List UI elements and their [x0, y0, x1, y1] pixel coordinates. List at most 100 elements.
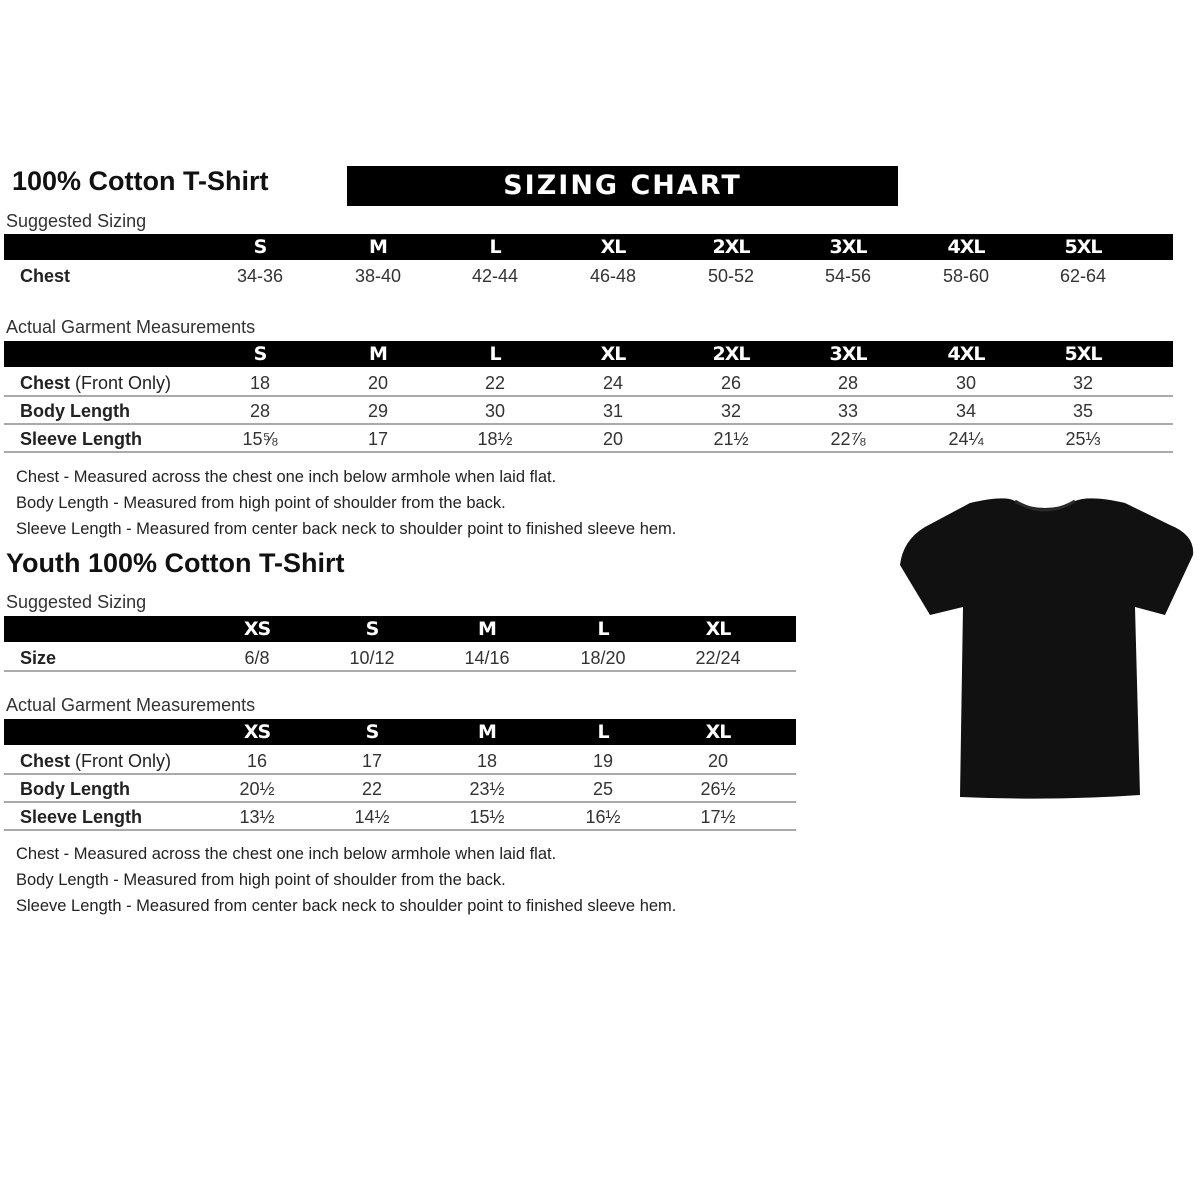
size-header-4xl: 4XL: [947, 236, 986, 258]
table-cell: 21½: [713, 429, 749, 449]
size-header-l: L: [597, 721, 609, 743]
table-cell: 10/12: [349, 648, 395, 668]
size-header-m: M: [369, 343, 388, 365]
table-row: Body Length 20½ 22 23½ 25 26½: [4, 775, 796, 803]
youth-note-body: Body Length - Measured from high point o…: [16, 871, 506, 889]
table-cell: 22⅞: [830, 429, 866, 449]
youth-suggested-label: Suggested Sizing: [6, 592, 147, 612]
size-header-xs: XS: [243, 618, 271, 640]
table-cell: 13½: [239, 807, 275, 827]
row-divider: [4, 670, 796, 672]
table-cell: 38-40: [354, 266, 402, 286]
size-header-l: L: [489, 236, 501, 258]
table-cell: 24: [602, 373, 624, 393]
row-sublabel: (Front Only): [75, 373, 172, 393]
adult-note-chest: Chest - Measured across the chest one in…: [16, 468, 557, 486]
table-cell: 34: [955, 401, 977, 421]
row-label: Body Length: [20, 775, 130, 803]
table-cell: 26: [720, 373, 742, 393]
table-cell: 16½: [585, 807, 621, 827]
row-label-text: Size: [20, 648, 57, 668]
size-header-2xl: 2XL: [712, 343, 751, 365]
table-cell: 58-60: [942, 266, 990, 286]
size-header-m: M: [478, 618, 497, 640]
row-label-text: Chest: [20, 266, 71, 286]
table-cell: 22/24: [695, 648, 741, 668]
row-label: Chest (Front Only): [20, 747, 171, 775]
table-row: Size 6/8 10/12 14/16 18/20 22/24: [4, 644, 796, 672]
table-cell: 22: [484, 373, 506, 393]
table-cell: 18: [476, 751, 498, 771]
youth-note-sleeve: Sleeve Length - Measured from center bac…: [16, 897, 677, 915]
adult-actual-table: S M L XL 2XL 3XL 4XL 5XL Chest (Front Only) 18 20 2…: [4, 341, 1173, 453]
table-cell: 14/16: [464, 648, 510, 668]
table-cell: 20½: [239, 779, 275, 799]
row-divider: [4, 801, 796, 803]
size-header-m: M: [478, 721, 497, 743]
size-header-5xl: 5XL: [1064, 343, 1103, 365]
table-cell: 46-48: [589, 266, 637, 286]
youth-actual-table: XS S M L XL Chest (Front Only) 16 17 18 19 20 Body …: [4, 719, 796, 831]
table-cell: 31: [602, 401, 624, 421]
table-row: Body Length 28 29 30 31 32 33 34 35: [4, 397, 1173, 425]
table-cell: 26½: [700, 779, 736, 799]
table-cell: 30: [955, 373, 977, 393]
table-cell: 25⅓: [1065, 429, 1101, 449]
table-cell: 29: [367, 401, 389, 421]
table-row: Sleeve Length 15⅝ 17 18½ 20 21½ 22⅞ 24¼ 25⅓: [4, 425, 1173, 453]
adult-note-body: Body Length - Measured from high point o…: [16, 494, 506, 512]
row-sublabel: (Front Only): [75, 751, 172, 771]
row-divider: [4, 395, 1173, 397]
table-cell: 14½: [354, 807, 390, 827]
row-label: Chest (Front Only): [20, 369, 171, 397]
table-row: Chest 34-36 38-40 42-44 46-48 50-52 54-56 58-60…: [4, 262, 1173, 290]
size-header-s: S: [253, 343, 268, 365]
table-cell: 34-36: [236, 266, 284, 286]
size-header-l: L: [597, 618, 609, 640]
table-cell: 16: [246, 751, 268, 771]
table-cell: 42-44: [471, 266, 519, 286]
youth-actual-label: Actual Garment Measurements: [6, 695, 256, 715]
row-divider: [4, 423, 1173, 425]
table-cell: 17: [361, 751, 383, 771]
youth-title: Youth 100% Cotton T-Shirt: [6, 548, 345, 578]
size-header-bar: XS S M L XL: [4, 616, 796, 642]
table-cell: 17½: [700, 807, 736, 827]
size-header-xl: XL: [705, 721, 732, 743]
size-header-l: L: [489, 343, 501, 365]
table-cell: 32: [720, 401, 742, 421]
table-cell: 28: [837, 373, 859, 393]
adult-suggested-table: S M L XL 2XL 3XL 4XL 5XL Chest 34-36 38-40 42-44 46-…: [4, 234, 1173, 286]
row-label: Sleeve Length: [20, 803, 142, 831]
adult-actual-label: Actual Garment Measurements: [6, 317, 256, 337]
row-label-text: Chest: [20, 373, 71, 393]
table-cell: 17: [367, 429, 389, 449]
table-cell: 18½: [477, 429, 513, 449]
adult-suggested-label: Suggested Sizing: [6, 211, 147, 231]
row-label-text: Body Length: [20, 401, 130, 421]
size-header-s: S: [253, 236, 268, 258]
table-cell: 19: [592, 751, 614, 771]
table-cell: 35: [1072, 401, 1094, 421]
row-label: Size: [20, 644, 56, 672]
size-header-xl: XL: [600, 236, 627, 258]
row-label: Body Length: [20, 397, 130, 425]
table-cell: 6/8: [244, 648, 270, 668]
table-cell: 15½: [469, 807, 505, 827]
table-cell: 20: [367, 373, 389, 393]
row-label-text: Sleeve Length: [20, 807, 143, 827]
table-cell: 20: [707, 751, 729, 771]
size-header-4xl: 4XL: [947, 343, 986, 365]
row-label: Chest: [20, 262, 70, 290]
table-cell: 32: [1072, 373, 1094, 393]
size-header-5xl: 5XL: [1064, 236, 1103, 258]
row-divider: [4, 829, 796, 831]
row-divider: [4, 451, 1173, 453]
table-cell: 62-64: [1059, 266, 1107, 286]
youth-note-chest: Chest - Measured across the chest one in…: [16, 845, 557, 863]
table-cell: 22: [361, 779, 383, 799]
table-cell: 18: [249, 373, 271, 393]
table-cell: 30: [484, 401, 506, 421]
table-cell: 15⅝: [242, 429, 278, 449]
size-header-m: M: [369, 236, 388, 258]
